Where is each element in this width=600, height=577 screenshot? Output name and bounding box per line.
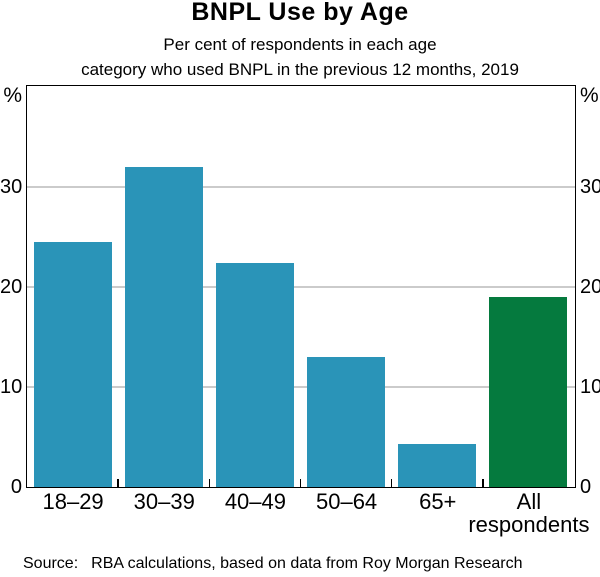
y-tick-label-right: 0	[580, 475, 592, 498]
x-axis-tick	[208, 479, 211, 487]
x-category-label: 65+	[419, 489, 457, 514]
gridline-30	[27, 186, 575, 188]
x-category-label: 50–64	[315, 489, 378, 514]
y-tick-label-left: 0	[10, 475, 22, 498]
source-text: RBA calculations, based on data from Roy…	[91, 555, 523, 572]
y-tick-label-right: 20	[580, 275, 600, 298]
x-category-label: All respondents	[468, 489, 590, 537]
bar	[398, 444, 477, 487]
y-axis-unit-left: %	[3, 84, 22, 107]
bar	[307, 357, 386, 487]
gridline-10	[27, 386, 575, 388]
x-axis-tick	[390, 479, 393, 487]
bar	[489, 297, 568, 487]
source-label: Source:	[23, 555, 79, 572]
bar	[215, 263, 294, 487]
plot-area	[26, 85, 576, 488]
chart-title: BNPL Use by Age	[191, 0, 409, 26]
bar	[124, 167, 203, 487]
y-tick-label-left: 20	[0, 275, 23, 298]
x-category-label: 30–39	[133, 489, 195, 514]
x-axis-tick	[299, 479, 302, 487]
y-tick-label-left: 30	[0, 175, 23, 198]
source-note: Source: RBA calculations, based on data f…	[23, 554, 522, 574]
x-category-label: 18–29	[42, 489, 104, 514]
chart-subtitle-line2: category who used BNPL in the previous 1…	[81, 60, 519, 79]
x-axis-tick	[482, 479, 484, 487]
x-axis-tick	[117, 479, 119, 487]
y-tick-label-right: 10	[580, 375, 600, 398]
y-axis-unit-right: %	[580, 84, 599, 107]
chart-subtitle: Per cent of respondents in each age cate…	[0, 32, 600, 82]
y-tick-label-right: 30	[580, 175, 600, 198]
gridline-20	[27, 286, 575, 288]
bar	[33, 242, 112, 487]
y-tick-label-left: 10	[0, 375, 23, 398]
chart-subtitle-line1: Per cent of respondents in each age	[163, 35, 437, 54]
x-category-label: 40–49	[224, 489, 286, 514]
